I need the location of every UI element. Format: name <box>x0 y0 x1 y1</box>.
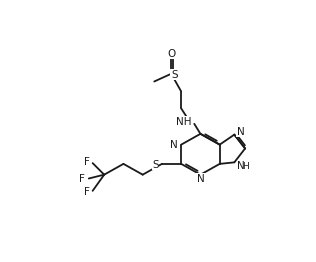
Text: H: H <box>242 162 249 171</box>
Text: F: F <box>84 157 89 167</box>
Text: O: O <box>167 49 175 59</box>
Text: N: N <box>197 173 204 183</box>
Text: NH: NH <box>176 117 191 127</box>
Text: S: S <box>171 69 178 80</box>
Text: F: F <box>84 187 89 196</box>
Text: S: S <box>152 160 159 170</box>
Text: N: N <box>170 140 177 150</box>
Text: N: N <box>237 161 245 171</box>
Text: F: F <box>79 173 85 183</box>
Text: N: N <box>237 127 244 137</box>
